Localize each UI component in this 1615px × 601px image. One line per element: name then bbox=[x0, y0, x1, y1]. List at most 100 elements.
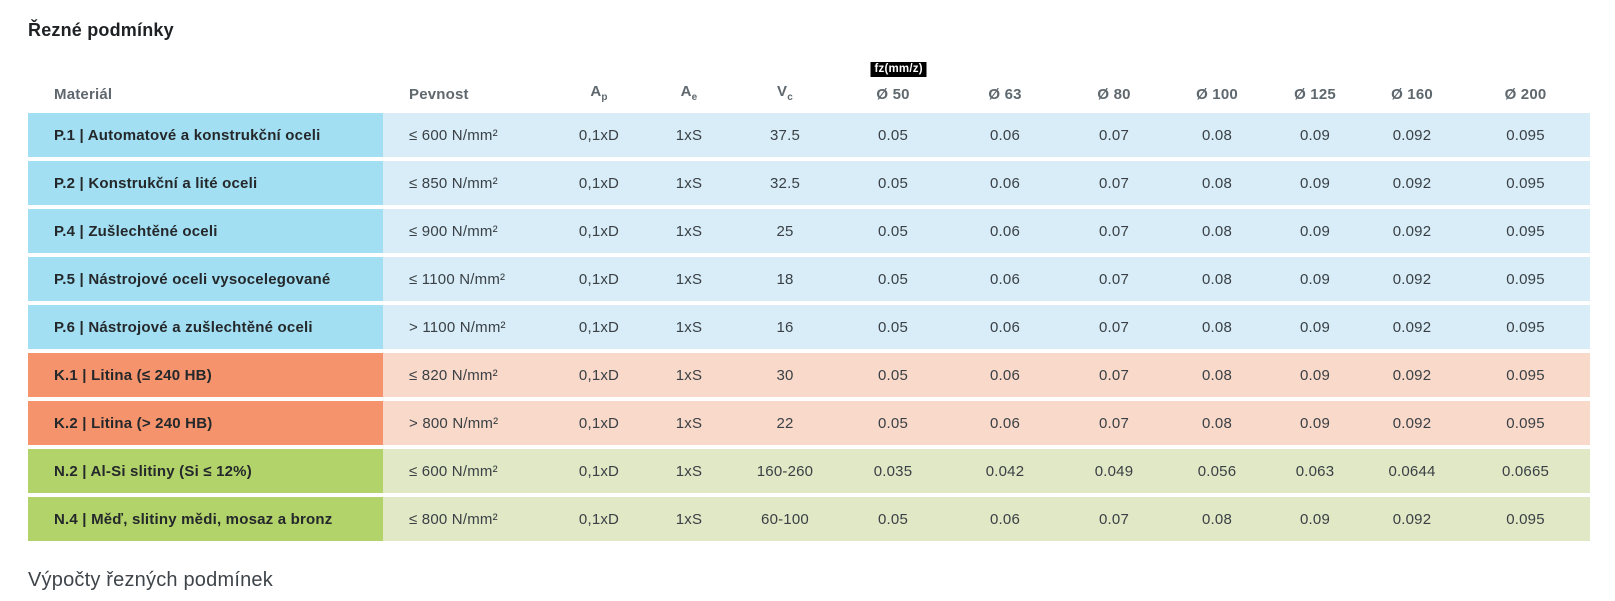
header-diameter-50-label: Ø 50 bbox=[876, 86, 910, 103]
cell-fz: 0.06 bbox=[949, 113, 1061, 157]
page-title: Řezné podmínky bbox=[28, 20, 174, 40]
table-row: N.2 | Al-Si slitiny (Si ≤ 12%) ≤ 600 N/mm… bbox=[28, 449, 1590, 493]
cell-fz: 0.095 bbox=[1461, 209, 1590, 253]
cell-fz: 0.095 bbox=[1461, 113, 1590, 157]
cell-ae: 1xS bbox=[645, 113, 733, 157]
cell-fz: 0.09 bbox=[1267, 113, 1363, 157]
cell-vc: 37.5 bbox=[733, 113, 837, 157]
cell-fz: 0.07 bbox=[1061, 209, 1167, 253]
cell-fz: 0.07 bbox=[1061, 305, 1167, 349]
cell-fz: 0.05 bbox=[837, 497, 949, 541]
cell-fz: 0.042 bbox=[949, 449, 1061, 493]
cell-fz: 0.092 bbox=[1363, 113, 1461, 157]
cell-fz: 0.09 bbox=[1267, 401, 1363, 445]
cell-fz: 0.08 bbox=[1167, 497, 1267, 541]
header-diameter-125: Ø 125 bbox=[1294, 86, 1336, 103]
header-vc-sub: c bbox=[787, 92, 793, 103]
cell-material: P.5 | Nástrojové oceli vysocelegované bbox=[28, 257, 383, 301]
cell-fz: 0.08 bbox=[1167, 401, 1267, 445]
cell-fz: 0.05 bbox=[837, 209, 949, 253]
cell-fz: 0.06 bbox=[949, 353, 1061, 397]
header-row: Materiál Pevnost Ap Ae Vc fz(mm/z) Ø 50 … bbox=[28, 61, 1590, 109]
cell-fz: 0.07 bbox=[1061, 161, 1167, 205]
cell-fz: 0.092 bbox=[1363, 353, 1461, 397]
cell-fz: 0.07 bbox=[1061, 353, 1167, 397]
table-row: P.6 | Nástrojové a zušlechtěné oceli > 11… bbox=[28, 305, 1590, 349]
table-row: P.5 | Nástrojové oceli vysocelegované ≤ 1… bbox=[28, 257, 1590, 301]
cell-fz: 0.09 bbox=[1267, 161, 1363, 205]
header-vc-base: V bbox=[777, 83, 788, 100]
cell-vc: 32.5 bbox=[733, 161, 837, 205]
cell-ae: 1xS bbox=[645, 497, 733, 541]
cell-fz: 0.09 bbox=[1267, 257, 1363, 301]
cell-vc: 30 bbox=[733, 353, 837, 397]
fz-unit-badge: fz(mm/z) bbox=[870, 62, 927, 77]
cell-fz: 0.08 bbox=[1167, 257, 1267, 301]
cell-pevnost: ≤ 820 N/mm² bbox=[383, 353, 553, 397]
cell-vc: 25 bbox=[733, 209, 837, 253]
cell-fz: 0.05 bbox=[837, 353, 949, 397]
cell-fz: 0.095 bbox=[1461, 305, 1590, 349]
cell-fz: 0.06 bbox=[949, 209, 1061, 253]
header-ap: Ap bbox=[553, 61, 645, 109]
cell-material: P.2 | Konstrukční a lité oceli bbox=[28, 161, 383, 205]
cell-fz: 0.05 bbox=[837, 305, 949, 349]
cell-material: P.6 | Nástrojové a zušlechtěné oceli bbox=[28, 305, 383, 349]
table-row: P.1 | Automatové a konstrukční oceli ≤ 60… bbox=[28, 113, 1590, 157]
cell-fz: 0.092 bbox=[1363, 257, 1461, 301]
cell-fz: 0.095 bbox=[1461, 353, 1590, 397]
cell-vc: 160-260 bbox=[733, 449, 837, 493]
cell-material: K.1 | Litina (≤ 240 HB) bbox=[28, 353, 383, 397]
cell-ap: 0,1xD bbox=[553, 401, 645, 445]
cell-fz: 0.095 bbox=[1461, 401, 1590, 445]
cell-fz: 0.08 bbox=[1167, 209, 1267, 253]
cell-fz: 0.0644 bbox=[1363, 449, 1461, 493]
cell-pevnost: ≤ 600 N/mm² bbox=[383, 113, 553, 157]
cell-fz: 0.09 bbox=[1267, 305, 1363, 349]
header-diameter-160: Ø 160 bbox=[1391, 86, 1433, 103]
cell-ae: 1xS bbox=[645, 161, 733, 205]
cell-fz: 0.05 bbox=[837, 113, 949, 157]
cell-ap: 0,1xD bbox=[553, 257, 645, 301]
cell-fz: 0.06 bbox=[949, 497, 1061, 541]
header-diameter-63: Ø 63 bbox=[988, 86, 1022, 103]
cell-fz: 0.06 bbox=[949, 257, 1061, 301]
header-diameter-50: fz(mm/z) Ø 50 bbox=[837, 61, 949, 109]
cell-fz: 0.092 bbox=[1363, 305, 1461, 349]
cell-pevnost: > 1100 N/mm² bbox=[383, 305, 553, 349]
cell-ae: 1xS bbox=[645, 209, 733, 253]
cell-material: N.4 | Měď, slitiny mědi, mosaz a bronz bbox=[28, 497, 383, 541]
footer-heading: Výpočty řezných podmínek bbox=[28, 569, 273, 591]
cell-ap: 0,1xD bbox=[553, 449, 645, 493]
cell-fz: 0.05 bbox=[837, 257, 949, 301]
cell-fz: 0.035 bbox=[837, 449, 949, 493]
cutting-conditions-table: Materiál Pevnost Ap Ae Vc fz(mm/z) Ø 50 … bbox=[28, 57, 1590, 545]
cell-pevnost: ≤ 800 N/mm² bbox=[383, 497, 553, 541]
header-ap-sub: p bbox=[601, 92, 608, 103]
cell-fz: 0.09 bbox=[1267, 209, 1363, 253]
cell-ae: 1xS bbox=[645, 257, 733, 301]
cell-fz: 0.09 bbox=[1267, 353, 1363, 397]
cell-fz: 0.08 bbox=[1167, 305, 1267, 349]
cell-ae: 1xS bbox=[645, 305, 733, 349]
cell-fz: 0.08 bbox=[1167, 113, 1267, 157]
cell-ae: 1xS bbox=[645, 449, 733, 493]
cell-vc: 60-100 bbox=[733, 497, 837, 541]
cell-fz: 0.049 bbox=[1061, 449, 1167, 493]
cell-ae: 1xS bbox=[645, 353, 733, 397]
table-row: N.4 | Měď, slitiny mědi, mosaz a bronz ≤ … bbox=[28, 497, 1590, 541]
cell-fz: 0.095 bbox=[1461, 497, 1590, 541]
table-row: P.4 | Zušlechtěné oceli ≤ 900 N/mm² 0,1xD 1… bbox=[28, 209, 1590, 253]
header-material: Materiál bbox=[54, 86, 113, 103]
cell-material: N.2 | Al-Si slitiny (Si ≤ 12%) bbox=[28, 449, 383, 493]
cell-fz: 0.0665 bbox=[1461, 449, 1590, 493]
cell-ap: 0,1xD bbox=[553, 305, 645, 349]
table-body: P.1 | Automatové a konstrukční oceli ≤ 60… bbox=[28, 113, 1590, 541]
header-ae-sub: e bbox=[691, 92, 698, 103]
cell-fz: 0.05 bbox=[837, 161, 949, 205]
table-row: P.2 | Konstrukční a lité oceli ≤ 850 N/mm… bbox=[28, 161, 1590, 205]
cell-fz: 0.06 bbox=[949, 305, 1061, 349]
cell-fz: 0.08 bbox=[1167, 161, 1267, 205]
cell-fz: 0.092 bbox=[1363, 497, 1461, 541]
